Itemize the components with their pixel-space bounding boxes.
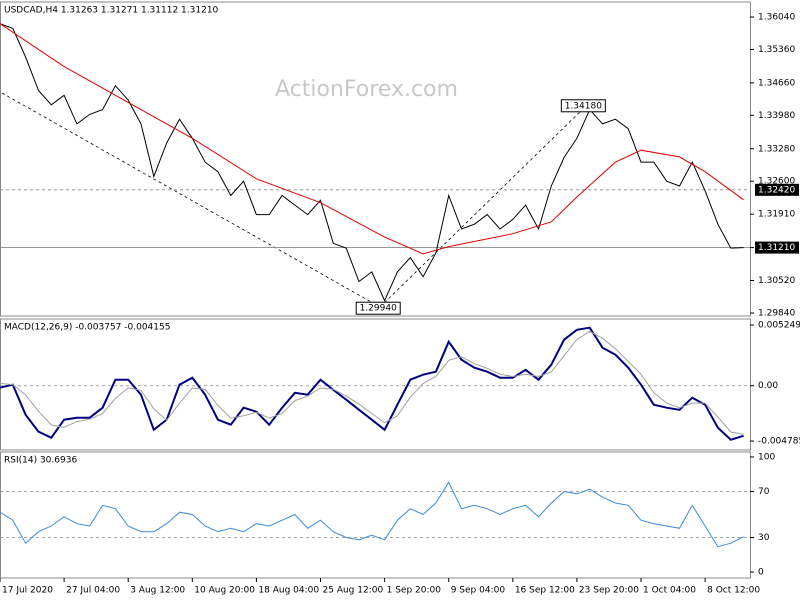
y-tick-label: 100 [758,452,775,462]
x-tick-label: 18 Aug 04:00 [258,586,319,596]
trend-line [1,92,381,308]
y-tick-label: -0.004785 [758,437,800,447]
y-tick-label: 0.005249 [758,321,800,331]
y-tick-label: 1.33980 [758,111,795,121]
x-tick-label: 23 Sep 20:00 [579,586,639,596]
series-line [0,481,744,548]
price-label: 1.32420 [758,185,795,195]
x-tick-label: 1 Oct 04:00 [643,586,696,596]
price-label-box [755,183,799,196]
watermark: ActionForex.com [275,77,458,102]
x-tick-label: 8 Oct 12:00 [707,586,760,596]
panel-title: RSI(14) 30.6936 [4,456,77,466]
panel-frame [0,451,751,579]
price-label: 1.31210 [758,243,795,253]
series-line [0,326,744,441]
y-tick-label: 70 [758,487,770,497]
annotation-label: 1.34180 [565,101,602,111]
annotation-label: 1.29940 [360,304,397,314]
y-tick-label: 1.29840 [758,308,795,318]
y-tick-label: 1.31910 [758,210,795,220]
y-tick-label: 1.30520 [758,276,795,286]
y-tick-label: 1.32600 [758,177,795,187]
annotation-box [355,301,401,315]
y-tick-label: 1.35360 [758,45,795,55]
x-tick-label: 9 Sep 04:00 [451,586,506,596]
series-line [0,23,744,255]
x-tick-label: 25 Aug 12:00 [323,586,384,596]
panel-frame [0,1,751,317]
price-label-box [755,241,799,254]
series-line [0,23,744,302]
panel-title: USDCAD,H4 1.31263 1.31271 1.31112 1.3121… [4,6,219,16]
y-tick-label: 1.34660 [758,78,795,88]
y-tick-label: 0 [758,568,764,578]
y-tick-label: 0.00 [758,381,778,391]
x-tick-label: 10 Aug 20:00 [194,586,255,596]
y-tick-label: 1.36040 [758,12,795,22]
x-tick-label: 17 Jul 2020 [2,586,53,596]
y-tick-label: 30 [758,533,770,543]
x-tick-label: 3 Aug 12:00 [130,586,185,596]
panel-frame [0,318,751,451]
y-tick-label: 1.33280 [758,144,795,154]
annotation-box [560,99,606,113]
x-tick-label: 16 Sep 12:00 [515,586,575,596]
panel-title: MACD(12,26,9) -0.003757 -0.004155 [4,323,170,333]
series-line [0,330,744,435]
x-tick-label: 27 Jul 04:00 [66,586,120,596]
x-tick-label: 1 Sep 20:00 [387,586,442,596]
